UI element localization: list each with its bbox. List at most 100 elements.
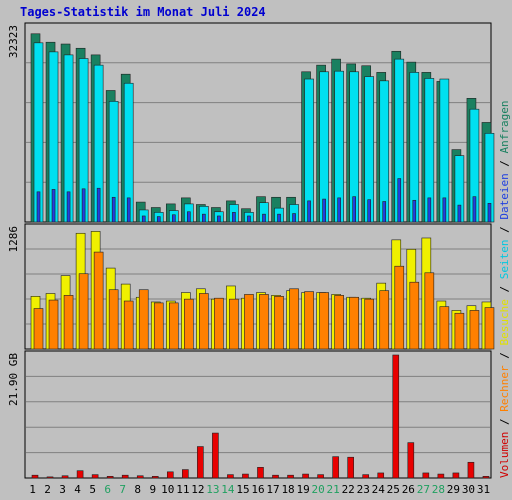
right-legend: Volumen / Rechner / Besuche / Seiten / D…: [498, 100, 511, 478]
bar-requests-dateien-day-29: [457, 204, 462, 223]
bar-requests-dateien-day-18: [292, 213, 296, 223]
bar-requests-dateien-day-4: [81, 188, 86, 223]
legend-entry-7: /: [498, 220, 511, 240]
bar-volume-volumen-day-29: [452, 472, 460, 479]
x-tick-label-day-16: 16: [251, 483, 264, 496]
bar-visits-rechner-day-13: [214, 297, 224, 350]
bar-requests-dateien-day-20: [322, 198, 326, 223]
bar-requests-dateien-day-7: [126, 197, 131, 223]
bar-requests-dateien-day-11: [187, 211, 191, 223]
x-tick-label-day-19: 19: [296, 483, 309, 496]
bar-visits-rechner-day-1: [33, 308, 44, 350]
legend-entry-4: Besuche: [498, 299, 511, 345]
x-tick-label-day-30: 30: [462, 483, 475, 496]
bar-visits-rechner-day-2: [48, 299, 59, 350]
legend-entry-8: Dateien: [498, 173, 511, 219]
bar-requests-seiten-day-19: [304, 78, 314, 223]
bar-requests-dateien-day-27: [427, 197, 432, 223]
x-tick-label-day-23: 23: [357, 483, 370, 496]
bar-visits-rechner-day-27: [424, 272, 435, 350]
bar-volume-volumen-day-3: [61, 475, 69, 479]
bar-requests-dateien-day-28: [442, 197, 447, 223]
legend-entry-6: Seiten: [498, 240, 511, 280]
bar-requests-dateien-day-23: [367, 199, 372, 223]
bar-volume-volumen-day-1: [31, 474, 39, 479]
bar-visits-rechner-day-9: [153, 302, 164, 350]
x-tick-label-day-14: 14: [221, 483, 235, 496]
bar-requests-dateien-day-16: [262, 213, 266, 223]
legend-entry-2: Rechner: [498, 365, 511, 412]
x-tick-label-day-24: 24: [372, 483, 386, 496]
x-tick-label-day-18: 18: [281, 483, 294, 496]
x-tick-label-day-9: 9: [149, 483, 156, 496]
legend-entry-0: Volumen: [498, 432, 511, 478]
bar-volume-volumen-day-27: [422, 472, 430, 479]
x-tick-label-day-26: 26: [402, 483, 415, 496]
legend-entry-9: /: [498, 153, 511, 173]
bar-requests-dateien-day-17: [277, 213, 281, 223]
bar-requests-dateien-day-10: [171, 214, 176, 223]
bar-requests-dateien-day-3: [66, 191, 71, 223]
bar-volume-volumen-day-28: [437, 473, 445, 479]
x-tick-label-day-5: 5: [89, 483, 96, 496]
bar-visits-rechner-day-14: [229, 298, 239, 350]
bar-visits-rechner-day-15: [244, 294, 254, 350]
bar-visits-rechner-day-21: [334, 295, 344, 350]
x-tick-label-day-11: 11: [176, 483, 189, 496]
bar-visits-rechner-day-5: [93, 251, 104, 350]
bar-requests-dateien-day-25: [397, 178, 402, 223]
bar-visits-rechner-day-30: [469, 310, 480, 350]
bar-volume-volumen-day-14: [227, 474, 234, 479]
bar-volume-volumen-day-8: [136, 475, 144, 479]
chart-title: Tages-Statistik im Monat Juli 2024: [20, 5, 266, 19]
bar-volume-volumen-day-2: [46, 476, 54, 479]
bar-volume-volumen-day-31: [482, 476, 490, 479]
x-tick-label-day-21: 21: [327, 483, 340, 496]
bar-visits-rechner-day-20: [319, 292, 329, 350]
x-tick-label-day-3: 3: [59, 483, 66, 496]
bar-volume-volumen-day-24: [377, 472, 385, 479]
bar-visits-rechner-day-12: [199, 293, 209, 350]
bar-requests-dateien-day-5: [96, 187, 101, 223]
bar-volume-volumen-day-26: [407, 442, 415, 479]
bar-volume-volumen-day-25: [392, 354, 400, 479]
x-tick-label-day-20: 20: [312, 483, 325, 496]
bar-volume-volumen-day-11: [182, 469, 189, 479]
panel-frame-volume: [24, 350, 492, 479]
bar-requests-dateien-day-12: [202, 213, 206, 223]
bar-visits-rechner-day-16: [259, 294, 269, 350]
x-tick-label-day-17: 17: [266, 483, 279, 496]
bar-requests-dateien-day-31: [487, 202, 492, 223]
bar-requests-dateien-day-15: [247, 215, 251, 223]
bar-volume-volumen-day-23: [362, 474, 370, 479]
x-tick-label-day-8: 8: [134, 483, 141, 496]
x-tick-label-day-27: 27: [417, 483, 430, 496]
legend-entry-10: Anfragen: [498, 100, 511, 153]
bar-requests-dateien-day-19: [307, 200, 311, 223]
bar-visits-rechner-day-11: [184, 298, 194, 350]
bar-volume-volumen-day-12: [197, 446, 204, 479]
x-tick-label-day-1: 1: [29, 483, 36, 496]
bar-volume-volumen-day-16: [257, 467, 264, 479]
legend-entry-5: /: [498, 279, 511, 299]
bar-volume-volumen-day-7: [121, 474, 129, 479]
bar-visits-rechner-day-26: [409, 281, 420, 350]
bar-visits-rechner-day-18: [289, 288, 299, 350]
bar-visits-rechner-day-24: [379, 290, 390, 350]
bar-requests-dateien-day-13: [217, 215, 221, 223]
bar-volume-volumen-day-6: [106, 476, 114, 479]
bar-visits-rechner-day-10: [168, 302, 179, 350]
bar-visits-rechner-day-22: [349, 296, 359, 350]
bar-visits-rechner-day-3: [63, 295, 74, 350]
bar-volume-volumen-day-9: [151, 476, 159, 479]
x-tick-label-day-4: 4: [74, 483, 81, 496]
bar-visits-rechner-day-29: [454, 312, 465, 350]
bar-volume-volumen-day-17: [272, 474, 279, 479]
y-max-label-volume: 21.90 GB: [7, 353, 20, 406]
bar-visits-rechner-day-4: [78, 273, 89, 350]
x-tick-label-day-15: 15: [236, 483, 249, 496]
bar-requests-dateien-day-22: [352, 196, 356, 223]
bar-visits-rechner-day-31: [484, 307, 495, 350]
x-tick-label-day-31: 31: [477, 483, 490, 496]
